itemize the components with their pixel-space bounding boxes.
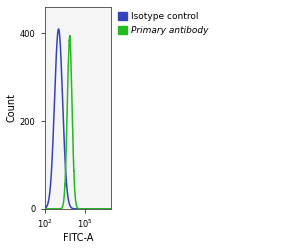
Legend: Isotype control, Primary antibody: Isotype control, Primary antibody: [117, 12, 209, 36]
X-axis label: FITC-A: FITC-A: [63, 233, 93, 243]
Y-axis label: Count: Count: [7, 94, 17, 122]
